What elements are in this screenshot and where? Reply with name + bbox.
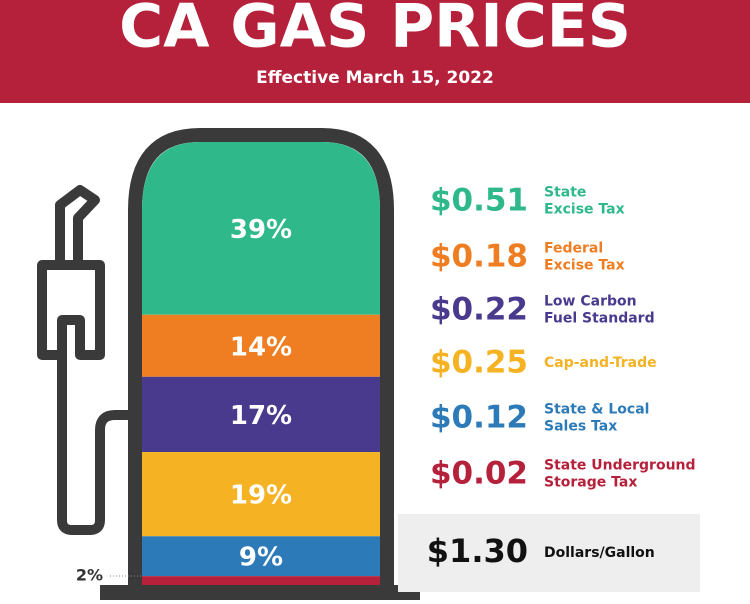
total-unit: Dollars/Gallon <box>544 545 655 561</box>
category-label: Fuel Standard <box>544 311 655 327</box>
segment-label: 17% <box>230 401 292 431</box>
amount: $0.51 <box>430 183 528 219</box>
segment-label: 19% <box>230 481 292 511</box>
pump-outline <box>128 128 394 585</box>
pump-fill <box>142 142 380 585</box>
amount: $0.12 <box>430 400 528 436</box>
segment <box>142 452 380 537</box>
segment-label: 2% <box>76 566 103 585</box>
subtitle: Effective March 15, 2022 <box>256 68 494 88</box>
category-label: Cap-and-Trade <box>544 355 657 371</box>
category-label: Excise Tax <box>544 258 625 274</box>
header-band <box>0 0 750 103</box>
segment <box>142 376 380 453</box>
category-label: Storage Tax <box>544 475 637 491</box>
segment <box>142 314 380 377</box>
category-label: Sales Tax <box>544 419 617 435</box>
amount: $0.18 <box>430 239 528 275</box>
category-label: State & Local <box>544 402 649 418</box>
category-label: Excise Tax <box>544 202 625 218</box>
pump-base <box>100 585 420 600</box>
segment <box>142 142 380 315</box>
category-label: Federal <box>544 241 603 257</box>
category-label: State <box>544 185 586 201</box>
total-box <box>398 514 700 592</box>
title: CA GAS PRICES <box>119 0 631 62</box>
nozzle <box>37 185 132 535</box>
segment <box>142 576 380 585</box>
segment-label: 14% <box>230 332 292 362</box>
amount: $0.25 <box>430 345 528 381</box>
amount: $0.22 <box>430 292 528 328</box>
segment <box>142 536 380 577</box>
segment-label: 39% <box>230 215 292 245</box>
category-label: State Underground <box>544 458 696 474</box>
segment-label: 9% <box>239 543 283 573</box>
category-label: Low Carbon <box>544 294 637 310</box>
total-amount: $1.30 <box>427 532 528 570</box>
amount: $0.02 <box>430 456 528 492</box>
